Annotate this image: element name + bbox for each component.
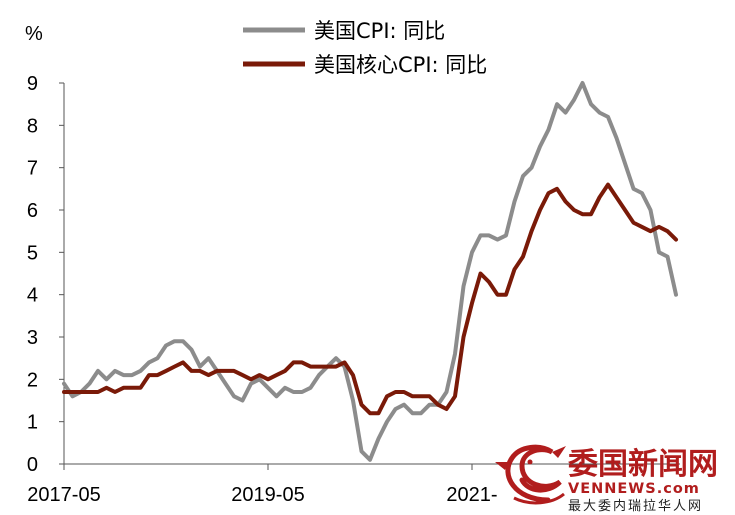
- watermark: 委国新闻网 VENNEWS.com 最大委内瑞拉华人网: [495, 444, 718, 514]
- y-axis-unit-label: %: [25, 23, 43, 45]
- legend-label-cpi: 美国CPI: 同比: [314, 19, 445, 43]
- y-tick-label: 2: [27, 369, 38, 391]
- watermark-subtitle: 最大委内瑞拉华人网: [568, 498, 703, 514]
- dragon-logo-icon: [495, 444, 566, 505]
- y-tick-label: 8: [27, 115, 38, 137]
- y-tick-label: 4: [27, 285, 38, 307]
- x-tick-label: 2017-05: [27, 484, 100, 506]
- series-layer: [62, 81, 678, 462]
- y-tick-label: 0: [27, 454, 38, 476]
- legend-label-core-cpi: 美国核心CPI: 同比: [314, 53, 487, 77]
- y-tick-label: 7: [27, 158, 38, 180]
- legend-entry-cpi: 美国CPI: 同比: [243, 19, 445, 43]
- y-tick-label: 1: [27, 412, 38, 434]
- x-tick-label: 2019-05: [231, 484, 304, 506]
- legend: 美国CPI: 同比 美国核心CPI: 同比: [243, 19, 487, 77]
- axes: [63, 83, 680, 465]
- x-tick-label: 2021-: [446, 484, 497, 506]
- x-ticks: 2017-05 2019-05 2021-: [27, 464, 498, 506]
- series-line-core-cpi: [62, 182, 678, 416]
- y-ticks: 0 1 2 3 4 5 6 7 8 9: [27, 73, 64, 476]
- watermark-title: 委国新闻网: [568, 447, 718, 482]
- y-tick-label: 5: [27, 242, 38, 264]
- watermark-url: VENNEWS.com: [568, 481, 700, 497]
- y-tick-label: 6: [27, 200, 38, 222]
- y-tick-label: 9: [27, 73, 38, 95]
- series-line-cpi: [62, 81, 678, 462]
- y-tick-label: 3: [27, 327, 38, 349]
- legend-entry-core-cpi: 美国核心CPI: 同比: [243, 53, 487, 77]
